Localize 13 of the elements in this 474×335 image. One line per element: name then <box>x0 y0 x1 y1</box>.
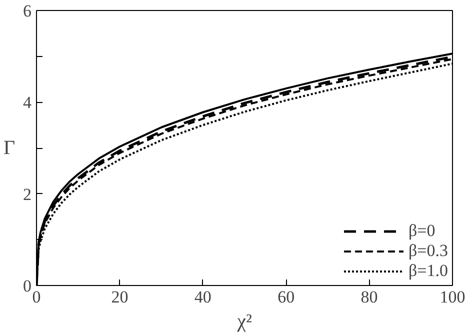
y-tick-label: 4 <box>23 93 32 112</box>
x-tick-label: 80 <box>360 288 378 306</box>
x-tick-label: 60 <box>278 288 295 306</box>
y-tick-label: 6 <box>23 2 32 20</box>
legend-label: β=0.3 <box>408 241 448 261</box>
y-axis-title: Γ <box>3 137 15 159</box>
x-tick-label: 100 <box>440 288 466 306</box>
x-tick-label: 20 <box>111 288 128 306</box>
y-tick-label: 2 <box>23 184 32 204</box>
x-axis-title: χ² <box>236 310 252 332</box>
legend-label: β=1.0 <box>408 261 448 281</box>
x-tick-label: 40 <box>194 288 212 306</box>
legend-label: β=0 <box>408 221 436 241</box>
